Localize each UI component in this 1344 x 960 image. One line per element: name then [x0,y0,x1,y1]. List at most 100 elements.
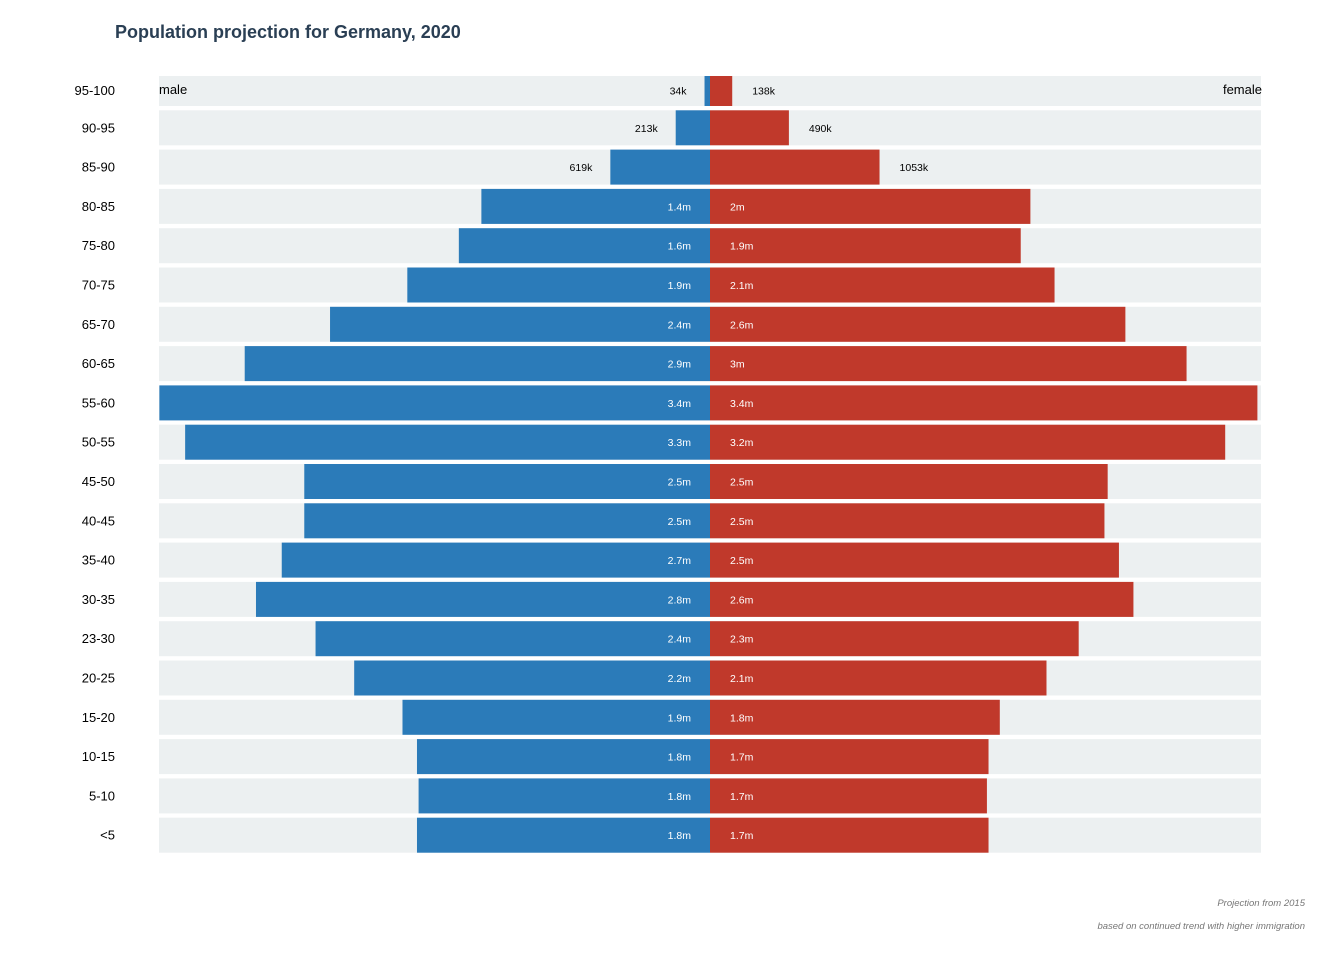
data-label-male: 2.8m [668,594,692,606]
bar-female [710,110,789,146]
data-label-female: 1.7m [730,752,754,764]
category-label: 20-25 [82,671,115,686]
data-label-female: 2.1m [730,280,754,292]
data-label-female: 2.5m [730,555,754,567]
category-label: 95-100 [75,83,115,98]
data-label-male: 1.4m [668,201,692,213]
bar-male [610,149,710,185]
bar-female [710,660,1047,696]
note-immigration: based on continued trend with higher imm… [1097,921,1305,932]
category-label: 85-90 [82,160,115,175]
data-label-male: 619k [570,162,594,174]
category-label: 55-60 [82,395,115,410]
bar-female [710,778,987,814]
bar-female [710,385,1258,421]
data-label-female: 2.5m [730,477,754,489]
data-label-male: 1.8m [668,752,692,764]
bar-female [710,621,1079,657]
data-label-male: 1.8m [668,830,692,842]
bar-male [704,76,710,106]
chart-title: Population projection for Germany, 2020 [115,22,461,42]
data-label-female: 1.9m [730,241,754,253]
bar-male [354,660,710,696]
data-label-male: 2.5m [668,516,692,528]
bar-female [710,149,880,185]
bar-female [710,228,1021,264]
data-label-female: 3.2m [730,437,754,449]
bar-male [416,817,710,853]
bar-female [710,346,1187,382]
category-label: 30-35 [82,592,115,607]
category-label: 10-15 [82,749,115,764]
category-label: 50-55 [82,435,115,450]
legend-male: male [159,82,187,97]
bar-male [402,699,710,735]
bar-male [304,503,710,539]
data-label-female: 3m [730,359,745,371]
data-label-female: 1.7m [730,791,754,803]
bar-male [281,542,710,578]
bar-female [710,817,989,853]
bar-female [710,188,1031,224]
category-label: 23-30 [82,631,115,646]
category-label: 75-80 [82,238,115,253]
category-label: 70-75 [82,278,115,293]
bar-male [315,621,710,657]
data-label-male: 3.4m [668,398,692,410]
data-label-female: 2.6m [730,319,754,331]
data-label-male: 1.9m [668,280,692,292]
data-label-female: 2.3m [730,634,754,646]
bar-male [458,228,710,264]
bar-female [710,267,1055,303]
bar-female [710,424,1226,460]
bar-male [481,188,710,224]
legend-female: female [1223,82,1262,97]
data-label-female: 2m [730,201,745,213]
data-label-female: 2.5m [730,516,754,528]
data-label-male: 213k [635,123,659,135]
bar-male [330,306,710,342]
data-label-male: 1.8m [668,791,692,803]
data-label-male: 34k [670,86,688,98]
category-label: 45-50 [82,474,115,489]
plot-area: 95-100 34k 138k 90-95 213k 490k 85-90 619k 1053k… [75,76,1261,853]
data-label-male: 2.4m [668,634,692,646]
bar-male [304,464,710,499]
bar-female [710,542,1119,578]
data-label-female: 490k [809,123,833,135]
bar-female [710,739,989,775]
data-label-female: 138k [752,86,776,98]
category-label: 60-65 [82,356,115,371]
bar-male [159,385,710,421]
note-projection: Projection from 2015 [1217,898,1305,909]
category-label: 90-95 [82,120,115,135]
category-label: 40-45 [82,513,115,528]
data-label-female: 1.8m [730,712,754,724]
data-label-male: 2.2m [668,673,692,685]
bar-female [710,699,1000,735]
bar-female [710,464,1108,499]
data-label-female: 2.1m [730,673,754,685]
bar-male [244,346,710,382]
data-label-male: 2.5m [668,477,692,489]
bar-female [710,306,1126,342]
category-label: <5 [100,828,115,843]
data-label-male: 3.3m [668,437,692,449]
bar-male [407,267,710,303]
bar-female [710,76,733,106]
bar-male [185,424,710,460]
data-label-female: 1.7m [730,830,754,842]
data-label-male: 2.7m [668,555,692,567]
data-label-female: 3.4m [730,398,754,410]
category-label: 80-85 [82,199,115,214]
data-label-female: 2.6m [730,594,754,606]
bar-female [710,581,1134,617]
bar-male [675,110,710,146]
bar-male [255,581,711,617]
category-label: 15-20 [82,710,115,725]
category-label: 65-70 [82,317,115,332]
data-label-male: 2.9m [668,359,692,371]
bar-female [710,503,1105,539]
data-label-male: 2.4m [668,319,692,331]
